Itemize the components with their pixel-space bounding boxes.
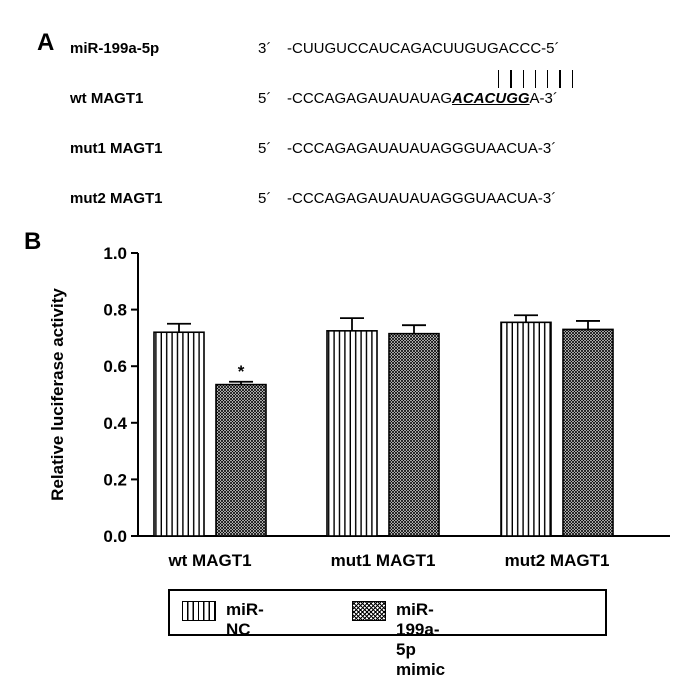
sequence-pre: -CUUGUCCAUCAGACUUGUGACCC-5´ bbox=[287, 40, 560, 57]
y-tick-label: 0.2 bbox=[103, 470, 127, 489]
y-tick-label: 0.6 bbox=[103, 357, 127, 376]
y-tick-label: 0.8 bbox=[103, 301, 127, 320]
sequence-pre: -CCCAGAGAUAUAUAG bbox=[287, 90, 453, 107]
bar bbox=[388, 332, 440, 537]
sequence-prime: 5´ bbox=[258, 90, 272, 107]
y-tick-label: 0.0 bbox=[103, 527, 127, 546]
significance-marker: * bbox=[238, 362, 245, 381]
bar bbox=[153, 331, 205, 537]
bar bbox=[215, 383, 267, 537]
y-axis-title: Relative luciferase activity bbox=[48, 288, 67, 501]
sequence-name: mut2 MAGT1 bbox=[70, 190, 163, 207]
sequence-post: A-3´ bbox=[529, 90, 558, 107]
legend-label: miR-199a-5p mimic bbox=[396, 600, 446, 679]
x-tick-label: wt MAGT1 bbox=[167, 551, 251, 570]
sequence-text: -CCCAGAGAUAUAUAGACACUGGA-3´ bbox=[287, 90, 558, 107]
sequence-text: -CUUGUCCAUCAGACUUGUGACCC-5´ bbox=[287, 40, 560, 57]
legend-label: miR-NC bbox=[226, 600, 264, 639]
sequence-prime: 3´ bbox=[258, 40, 272, 57]
seed-motif: ACACUGG bbox=[452, 90, 530, 107]
sequence-name: miR-199a-5p bbox=[70, 40, 160, 57]
sequence-prime: 5´ bbox=[258, 190, 272, 207]
y-tick-label: 0.4 bbox=[103, 414, 127, 433]
sequence-text: -CCCAGAGAUAUAUAGGGUAACUA-3´ bbox=[287, 140, 556, 157]
x-tick-label: mut2 MAGT1 bbox=[505, 551, 610, 570]
sequence-pre: -CCCAGAGAUAUAUAGGGUAACUA-3´ bbox=[287, 190, 557, 207]
x-tick-label: mut1 MAGT1 bbox=[331, 551, 436, 570]
panel-a-label: A bbox=[37, 29, 55, 56]
sequence-prime: 5´ bbox=[258, 140, 272, 157]
bar bbox=[326, 330, 378, 537]
sequence-name: wt MAGT1 bbox=[70, 90, 144, 107]
base-pairing-lines bbox=[498, 70, 584, 93]
sequence-text: -CCCAGAGAUAUAUAGGGUAACUA-3´ bbox=[287, 190, 556, 207]
sequence-name: mut1 MAGT1 bbox=[70, 140, 163, 157]
y-tick-label: 1.0 bbox=[103, 244, 127, 263]
bar bbox=[500, 321, 552, 537]
panel-b-label: B bbox=[24, 228, 42, 255]
legend-swatch-crosshatch bbox=[352, 601, 386, 621]
chart-legend: miR-NC miR-199a-5p mimic bbox=[168, 589, 607, 679]
bar bbox=[562, 328, 614, 537]
legend-swatch-stripes bbox=[182, 601, 216, 621]
sequence-pre: -CCCAGAGAUAUAUAGGGUAACUA-3´ bbox=[287, 140, 557, 157]
